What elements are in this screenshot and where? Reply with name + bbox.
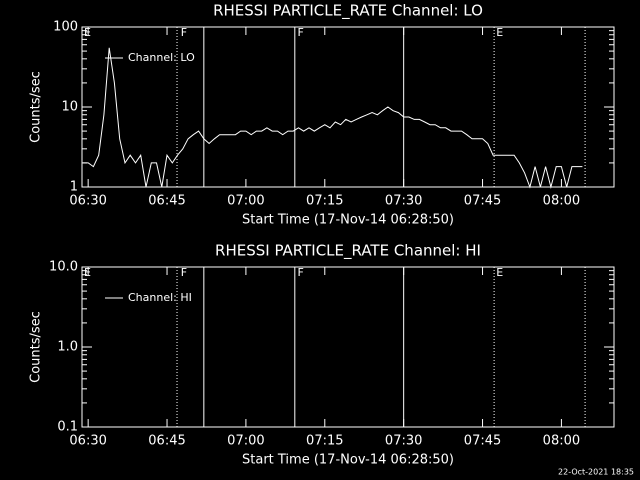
- chart-title: RHESSI PARTICLE_RATE Channel: HI: [215, 242, 481, 261]
- legend-label: Channel: LO: [128, 51, 195, 64]
- x-tick-label: 08:00: [543, 194, 580, 209]
- data-line: [82, 47, 583, 189]
- y-axis-label: Counts/sec: [29, 311, 44, 383]
- segment-flag: E: [496, 26, 503, 39]
- x-tick-label: 07:15: [306, 434, 343, 449]
- segment-flag: E: [84, 266, 91, 279]
- segment-flag: E: [496, 266, 503, 279]
- x-axis-label: Start Time (17-Nov-14 06:28:50): [242, 213, 454, 228]
- x-axis-label: Start Time (17-Nov-14 06:28:50): [242, 453, 454, 468]
- y-axis-label: Counts/sec: [29, 71, 44, 143]
- x-tick-label: 06:45: [148, 194, 185, 209]
- segment-flag: E: [84, 26, 91, 39]
- x-tick-label: 07:00: [227, 434, 264, 449]
- x-tick-label: 07:15: [306, 194, 343, 209]
- x-tick-label: 08:00: [543, 434, 580, 449]
- y-tick-label: 10: [61, 100, 78, 115]
- segment-flag: F: [181, 266, 187, 279]
- y-tick-label: 1.0: [57, 340, 78, 355]
- segment-flag: F: [181, 26, 187, 39]
- y-tick-label: 100: [53, 20, 78, 35]
- x-tick-label: 07:45: [464, 434, 501, 449]
- x-tick-label: 06:30: [69, 194, 106, 209]
- segment-flag: F: [297, 266, 303, 279]
- x-tick-label: 06:30: [69, 434, 106, 449]
- legend-label: Channel: HI: [128, 291, 192, 304]
- chart-title: RHESSI PARTICLE_RATE Channel: LO: [213, 2, 483, 21]
- x-tick-label: 07:00: [227, 194, 264, 209]
- x-tick-label: 07:30: [385, 434, 422, 449]
- footer: 22-Oct-2021 18:35: [558, 468, 634, 477]
- x-tick-label: 06:45: [148, 434, 185, 449]
- y-tick-label: 0.1: [57, 420, 78, 435]
- x-tick-label: 07:45: [464, 194, 501, 209]
- y-tick-label: 10.0: [49, 260, 78, 275]
- x-tick-label: 07:30: [385, 194, 422, 209]
- y-tick-label: 1: [70, 180, 78, 195]
- segment-flag: F: [297, 26, 303, 39]
